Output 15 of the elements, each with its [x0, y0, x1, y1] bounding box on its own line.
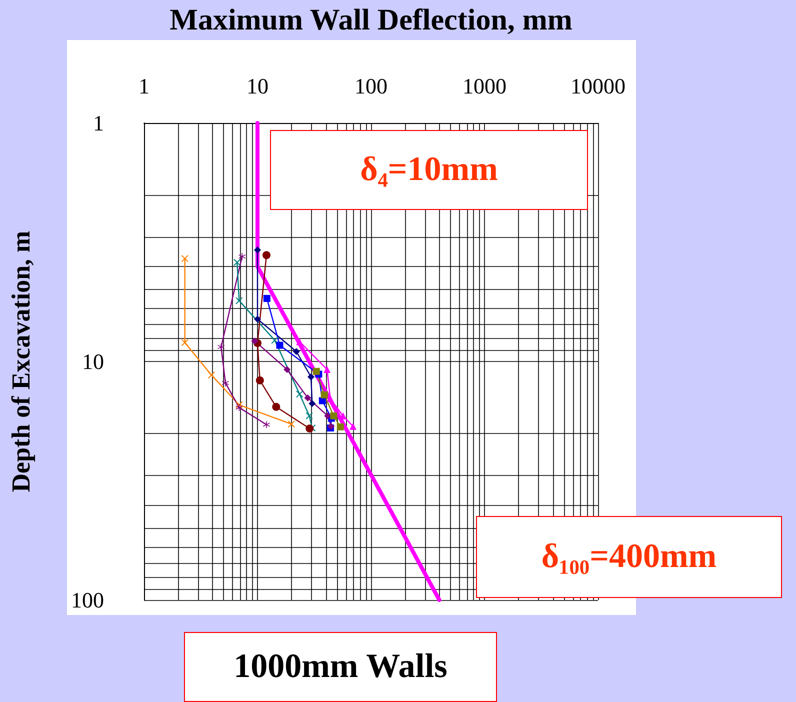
y-tick-label: 10: [82, 349, 104, 374]
label-box: δ₄=10mm: [270, 130, 588, 210]
label-box: 1000mm Walls: [184, 632, 497, 702]
x-tick-label: 1: [138, 74, 150, 98]
x-tick-label: 10: [246, 74, 268, 98]
y-axis-title: Depth of Excavation, m: [6, 230, 36, 492]
x-tick-label: 10000: [570, 74, 626, 98]
x-tick-label: 1000: [462, 74, 506, 98]
annotation: δ₁₀₀=400mm: [541, 538, 717, 576]
annotation: δ₄=10mm: [360, 151, 498, 189]
y-tick-label: 100: [71, 588, 104, 612]
y-tick-label: 1: [93, 110, 104, 136]
label-box: δ₁₀₀=400mm: [476, 516, 782, 598]
x-tick-label: 100: [354, 74, 388, 98]
x-axis-title: Maximum Wall Deflection, mm: [170, 4, 572, 36]
